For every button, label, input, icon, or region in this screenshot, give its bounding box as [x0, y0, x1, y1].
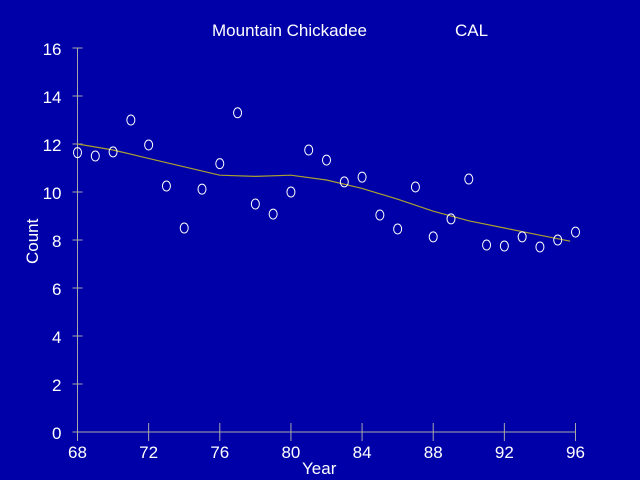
data-point: [73, 147, 82, 159]
data-point: [446, 213, 456, 225]
y-tick-label: 12: [43, 136, 62, 155]
y-tick-label: 2: [52, 376, 61, 395]
x-tick-label: 76: [210, 443, 229, 462]
x-tick-label: 88: [424, 443, 443, 462]
data-point: [108, 146, 118, 158]
data-point: [410, 181, 420, 193]
data-point: [482, 239, 492, 251]
trend-line: [77, 143, 571, 242]
y-axis-label: Count: [23, 218, 42, 264]
data-point: [357, 171, 367, 183]
x-tick-label: 72: [139, 443, 158, 462]
data-point: [126, 114, 136, 126]
y-tick-label: 14: [43, 88, 62, 107]
data-point: [339, 176, 349, 188]
chart-title: Mountain Chickadee: [212, 21, 367, 40]
data-point: [535, 241, 545, 253]
data-points: [73, 107, 580, 253]
data-point: [215, 158, 225, 170]
data-point: [179, 222, 189, 234]
x-tick-label: 80: [281, 443, 300, 462]
data-point: [464, 173, 474, 185]
data-point: [393, 223, 403, 235]
x-tick-label: 96: [566, 443, 585, 462]
data-point: [268, 208, 278, 220]
data-point: [233, 107, 243, 119]
data-point: [553, 234, 563, 246]
x-tick-label: 84: [353, 443, 372, 462]
data-point: [161, 180, 171, 192]
x-tick-label: 68: [68, 443, 87, 462]
data-point: [499, 240, 509, 252]
data-point: [571, 226, 580, 238]
chart-subtitle: CAL: [455, 21, 488, 40]
data-point: [286, 186, 296, 198]
y-tick-label: 4: [52, 328, 61, 347]
data-point: [322, 154, 331, 166]
y-tick-label: 10: [43, 184, 62, 203]
y-tick-label: 8: [52, 232, 61, 251]
data-point: [375, 209, 385, 221]
y-tick-label: 6: [52, 280, 61, 299]
data-point: [90, 150, 100, 162]
data-point: [517, 231, 527, 243]
data-point: [304, 144, 314, 156]
y-tick-label: 0: [52, 424, 61, 443]
data-point: [144, 139, 154, 151]
data-point: [197, 183, 207, 195]
y-tick-label: 16: [43, 40, 62, 59]
data-point: [428, 231, 438, 243]
data-point: [250, 198, 260, 210]
x-tick-label: 92: [495, 443, 514, 462]
x-axis-label: Year: [302, 459, 337, 478]
